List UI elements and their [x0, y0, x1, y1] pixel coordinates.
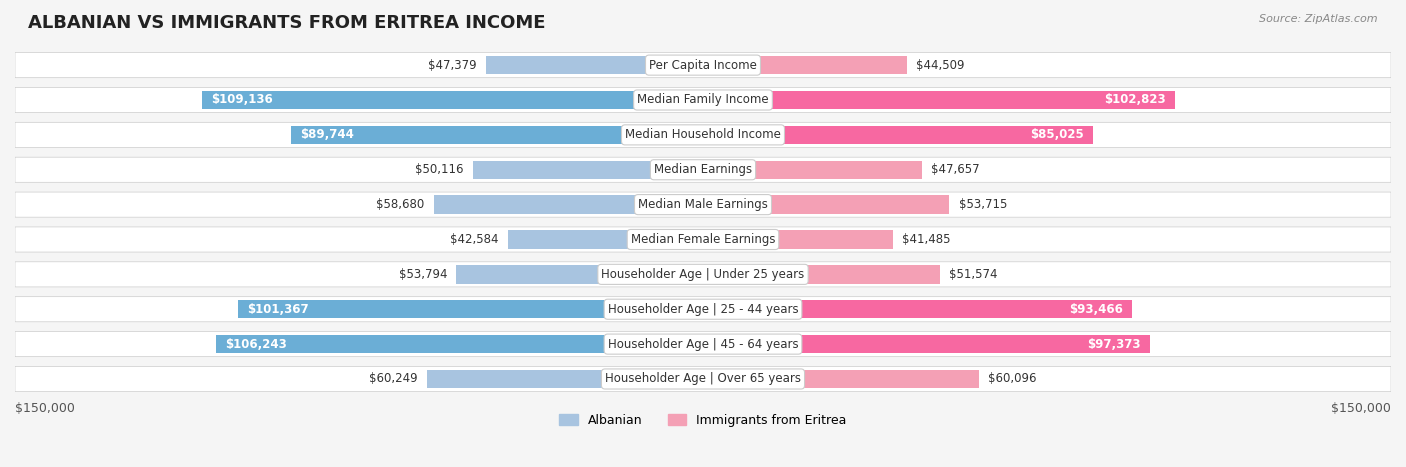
Text: $97,373: $97,373 — [1087, 338, 1140, 351]
Text: $47,657: $47,657 — [931, 163, 980, 176]
FancyBboxPatch shape — [15, 87, 1391, 113]
Text: Householder Age | 45 - 64 years: Householder Age | 45 - 64 years — [607, 338, 799, 351]
Text: $150,000: $150,000 — [15, 402, 75, 415]
Bar — [457, 265, 703, 283]
Bar — [703, 56, 907, 74]
Bar — [238, 300, 703, 318]
Bar — [426, 370, 703, 388]
Bar — [485, 56, 703, 74]
Text: $101,367: $101,367 — [247, 303, 309, 316]
FancyBboxPatch shape — [15, 192, 1391, 217]
Text: $53,794: $53,794 — [398, 268, 447, 281]
FancyBboxPatch shape — [15, 53, 1391, 78]
Text: $50,116: $50,116 — [415, 163, 464, 176]
Bar — [202, 91, 703, 109]
Text: $150,000: $150,000 — [1331, 402, 1391, 415]
Text: Median Male Earnings: Median Male Earnings — [638, 198, 768, 211]
Bar — [703, 196, 949, 214]
Text: $89,744: $89,744 — [301, 128, 354, 142]
FancyBboxPatch shape — [15, 367, 1391, 391]
Text: $85,025: $85,025 — [1031, 128, 1084, 142]
Text: $106,243: $106,243 — [225, 338, 287, 351]
Text: $51,574: $51,574 — [949, 268, 997, 281]
Text: $53,715: $53,715 — [959, 198, 1007, 211]
FancyBboxPatch shape — [15, 297, 1391, 322]
Bar — [703, 161, 921, 179]
Bar — [703, 370, 979, 388]
Text: ALBANIAN VS IMMIGRANTS FROM ERITREA INCOME: ALBANIAN VS IMMIGRANTS FROM ERITREA INCO… — [28, 14, 546, 32]
Text: $41,485: $41,485 — [903, 233, 950, 246]
Text: Householder Age | Under 25 years: Householder Age | Under 25 years — [602, 268, 804, 281]
FancyBboxPatch shape — [15, 332, 1391, 357]
FancyBboxPatch shape — [15, 122, 1391, 148]
Text: $60,096: $60,096 — [988, 373, 1036, 385]
Text: Median Female Earnings: Median Female Earnings — [631, 233, 775, 246]
Bar — [703, 91, 1174, 109]
Bar — [474, 161, 703, 179]
Bar — [703, 265, 939, 283]
Text: Source: ZipAtlas.com: Source: ZipAtlas.com — [1260, 14, 1378, 24]
Text: $44,509: $44,509 — [917, 59, 965, 71]
Bar — [291, 126, 703, 144]
Text: $58,680: $58,680 — [377, 198, 425, 211]
FancyBboxPatch shape — [15, 227, 1391, 252]
Bar — [703, 335, 1150, 353]
Bar — [508, 230, 703, 248]
Text: $102,823: $102,823 — [1104, 93, 1166, 106]
Text: Householder Age | 25 - 44 years: Householder Age | 25 - 44 years — [607, 303, 799, 316]
Text: Median Household Income: Median Household Income — [626, 128, 780, 142]
Text: Per Capita Income: Per Capita Income — [650, 59, 756, 71]
Text: $47,379: $47,379 — [427, 59, 477, 71]
Bar — [703, 126, 1092, 144]
Bar — [703, 230, 893, 248]
Text: Householder Age | Over 65 years: Householder Age | Over 65 years — [605, 373, 801, 385]
Text: $60,249: $60,249 — [368, 373, 418, 385]
Text: $109,136: $109,136 — [211, 93, 273, 106]
FancyBboxPatch shape — [15, 262, 1391, 287]
Text: $42,584: $42,584 — [450, 233, 499, 246]
Legend: Albanian, Immigrants from Eritrea: Albanian, Immigrants from Eritrea — [554, 409, 852, 432]
Bar — [703, 300, 1132, 318]
Bar — [434, 196, 703, 214]
Text: Median Earnings: Median Earnings — [654, 163, 752, 176]
Bar — [215, 335, 703, 353]
FancyBboxPatch shape — [15, 157, 1391, 182]
Text: $93,466: $93,466 — [1069, 303, 1122, 316]
Text: Median Family Income: Median Family Income — [637, 93, 769, 106]
